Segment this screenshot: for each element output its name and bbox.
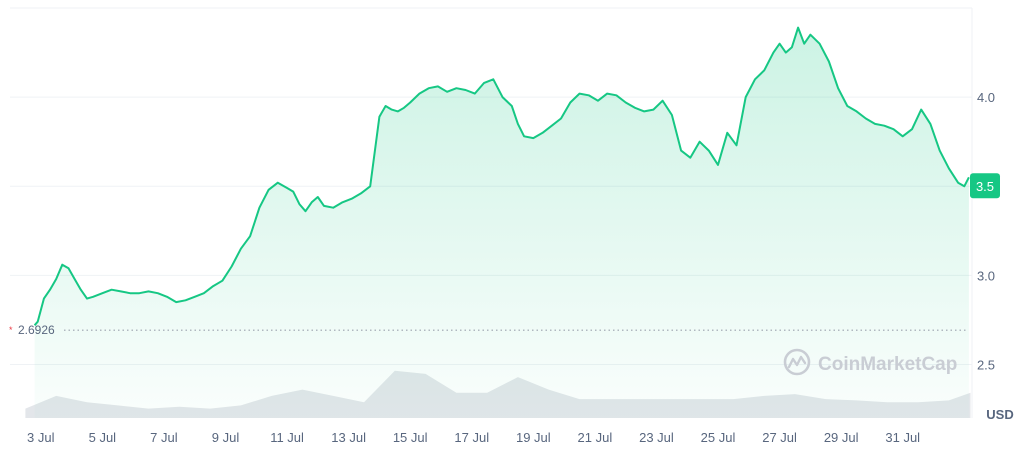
x-tick-label-14: 31 Jul [885, 430, 920, 445]
x-tick-label-8: 19 Jul [516, 430, 551, 445]
x-tick-label-12: 27 Jul [762, 430, 797, 445]
watermark-text: CoinMarketCap [818, 354, 957, 375]
x-tick-label-1: 5 Jul [89, 430, 117, 445]
price-line [33, 26, 970, 326]
x-tick-label-2: 7 Jul [150, 430, 178, 445]
y-tick-label-1: 3.0 [977, 268, 995, 283]
y-axis: 2.5 3.0 3.5 4.0 [977, 90, 995, 372]
y-tick-label-3: 4.0 [977, 90, 995, 105]
x-tick-label-4: 11 Jul [270, 430, 304, 445]
x-axis: 3 Jul 5 Jul 7 Jul 9 Jul 11 Jul 13 Jul 15 Jul 17… [27, 430, 920, 445]
current-price-badge-bg [970, 173, 1000, 199]
x-tick-label-10: 23 Jul [639, 430, 674, 445]
x-tick-label-3: 9 Jul [212, 430, 240, 445]
x-tick-label-9: 21 Jul [578, 430, 613, 445]
y-tick-label-0: 2.5 [977, 358, 995, 373]
x-tick-label-7: 17 Jul [454, 430, 489, 445]
current-price-label: 3.5 [976, 179, 994, 194]
x-tick-label-5: 13 Jul [331, 430, 366, 445]
reference-marker: * [9, 325, 13, 335]
price-series-line [33, 26, 970, 326]
reference-line: * 2.6926 [9, 323, 966, 337]
current-price-badge: 3.5 [970, 173, 1000, 199]
x-tick-label-11: 25 Jul [701, 430, 736, 445]
watermark: CoinMarketCap [783, 348, 957, 376]
coinmarketcap-logo-icon [783, 348, 811, 376]
price-area-fill [34, 27, 969, 418]
x-tick-label-6: 15 Jul [393, 430, 428, 445]
x-tick-label-0: 3 Jul [27, 430, 55, 445]
x-tick-label-13: 29 Jul [824, 430, 859, 445]
reference-label: 2.6926 [18, 323, 55, 337]
price-area [34, 27, 969, 418]
currency-label: USD [986, 407, 1013, 422]
